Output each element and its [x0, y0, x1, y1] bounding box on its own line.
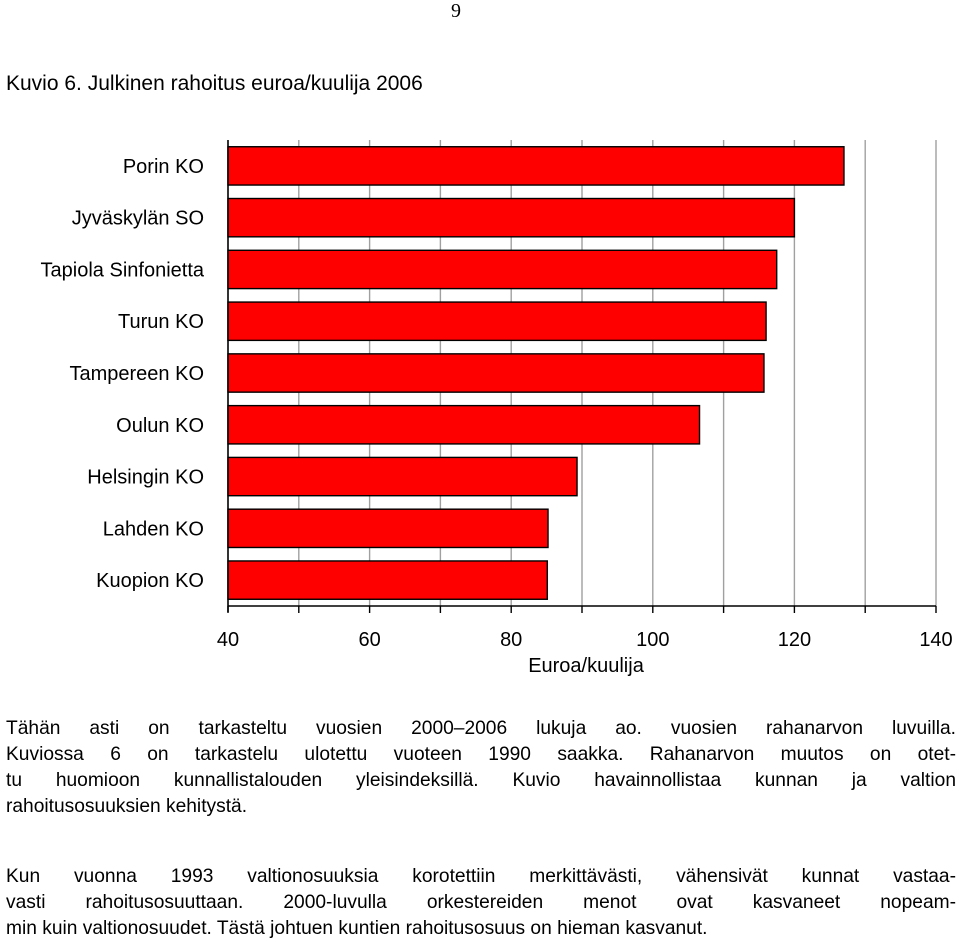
paragraph-line: min kuin valtionosuudet. Tästä johtuen k…: [6, 918, 708, 939]
paragraph-line: Kuviossa 6 on tarkastelu ulotettu vuotee…: [6, 744, 956, 765]
paragraph-line: tu huomioon kunnallistalouden yleisindek…: [6, 770, 956, 791]
category-label: Helsingin KO: [87, 467, 204, 489]
chart-category-labels: Porin KO Jyväskylän SO Tapiola Sinfonietta…: [41, 156, 205, 592]
bar: [227, 249, 778, 290]
category-label: Oulun KO: [116, 415, 204, 437]
bar: [227, 353, 765, 393]
figure-label: Kuvio 6.: [6, 72, 82, 95]
category-label: Jyväskylän SO: [72, 208, 204, 230]
x-tick-label: 40: [217, 629, 239, 651]
figure-title: Kuvio 6. Julkinen rahoitus euroa/kuulija…: [6, 72, 423, 96]
paragraph-line: Tähän asti on tarkasteltu vuosien 2000–2…: [6, 718, 956, 739]
chart-bars: [227, 146, 845, 600]
x-tick-label: 80: [500, 629, 522, 651]
category-label: Tapiola Sinfonietta: [41, 259, 205, 281]
bar-chart: 40 60 80 100 120 140 Porin KO Jyväskylän SO Tap…: [41, 140, 953, 677]
x-tick-label: 120: [778, 629, 811, 651]
bar: [227, 404, 701, 445]
category-label: Turun KO: [118, 311, 204, 333]
x-tick-label: 60: [358, 629, 380, 651]
x-tick-label: 100: [636, 629, 669, 651]
page-number: 9: [451, 0, 461, 22]
bar: [227, 456, 578, 497]
x-tick-label: 140: [919, 629, 952, 651]
bar: [227, 197, 796, 238]
bar: [227, 508, 549, 549]
category-label: Porin KO: [123, 156, 204, 178]
paragraph-2: Kun vuonna 1993 valtionosuuksia korotett…: [6, 864, 956, 942]
paragraph-line: Kun vuonna 1993 valtionosuuksia korotett…: [6, 866, 956, 887]
category-label: Kuopion KO: [96, 570, 204, 592]
chart-x-axis: 40 60 80 100 120 140: [217, 140, 953, 651]
bar: [227, 560, 549, 600]
category-label: Lahden KO: [103, 518, 204, 540]
category-label: Tampereen KO: [69, 363, 204, 385]
paragraph-line: rahoitusosuuksien kehitystä.: [6, 796, 248, 817]
x-axis-label: Euroa/kuulija: [528, 655, 645, 677]
bar: [227, 146, 845, 186]
paragraph-1: Tähän asti on tarkasteltu vuosien 2000–2…: [6, 716, 956, 820]
paragraph-line: vasti rahoitusosuuttaan. 2000-luvulla or…: [6, 892, 956, 913]
figure-title-text: Julkinen rahoitus euroa/kuulija 2006: [87, 72, 423, 95]
bar: [227, 301, 767, 342]
